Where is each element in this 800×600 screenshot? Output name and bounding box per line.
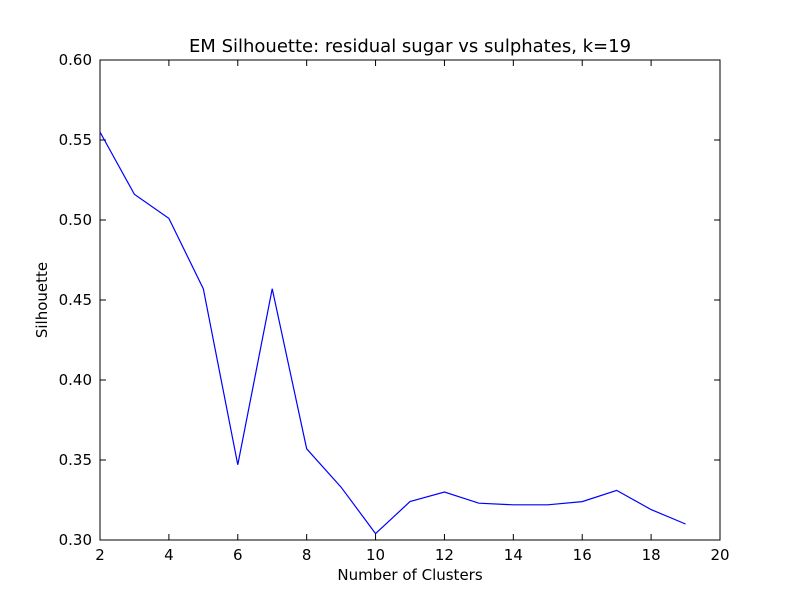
x-tick-label: 16 (573, 546, 592, 564)
x-axis: 2 4 6 8 10 12 14 16 18 20 (95, 60, 730, 564)
x-tick-label: 12 (435, 546, 454, 564)
x-tick-label: 6 (233, 546, 243, 564)
y-tick-label: 0.40 (59, 371, 92, 389)
y-axis: 0.30 0.35 0.40 0.45 0.50 0.55 0.60 (59, 51, 720, 549)
y-axis-label: Silhouette (33, 262, 51, 338)
x-tick-label: 18 (642, 546, 661, 564)
x-tick-label: 8 (302, 546, 312, 564)
x-axis-label: Number of Clusters (337, 566, 482, 584)
x-tick-label: 14 (504, 546, 523, 564)
y-tick-label: 0.30 (59, 531, 92, 549)
series-layer (99, 131, 686, 535)
y-tick-label: 0.55 (59, 131, 92, 149)
y-tick-label: 0.50 (59, 211, 92, 229)
chart-title: EM Silhouette: residual sugar vs sulphat… (189, 36, 631, 57)
y-tick-label: 0.45 (59, 291, 92, 309)
x-tick-label: 10 (366, 546, 385, 564)
x-tick-label: 2 (95, 546, 105, 564)
x-tick-label: 4 (164, 546, 174, 564)
series-line (99, 131, 686, 535)
y-tick-label: 0.60 (59, 51, 92, 69)
y-tick-label: 0.35 (59, 451, 92, 469)
plot-frame (99, 59, 721, 541)
x-tick-label: 20 (710, 546, 729, 564)
plot-area (99, 59, 721, 541)
